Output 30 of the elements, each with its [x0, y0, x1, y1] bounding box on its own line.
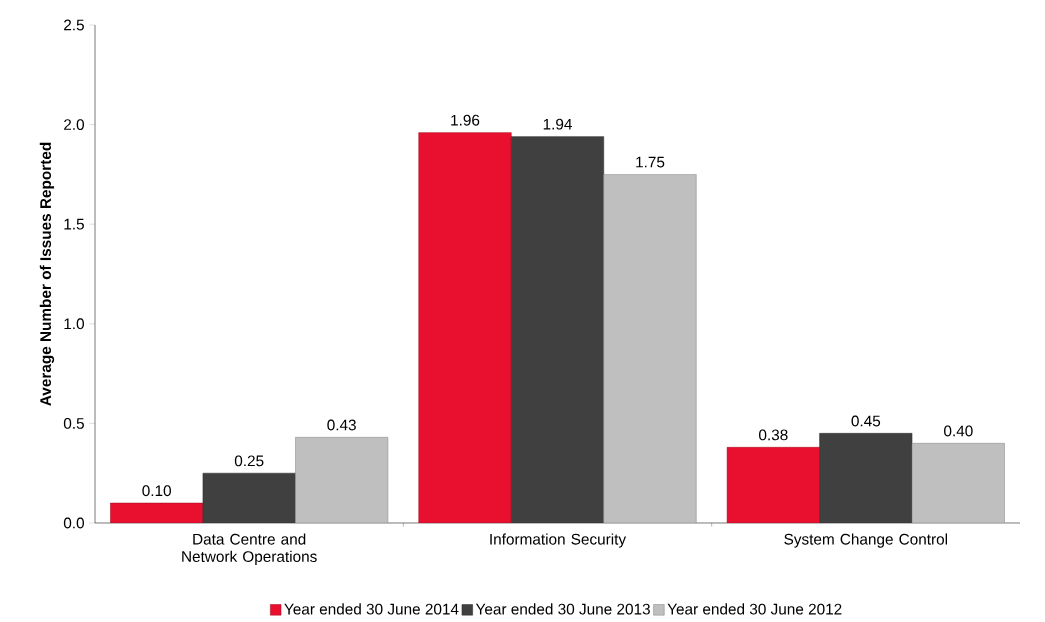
- data-label: 0.10: [142, 485, 171, 497]
- text: 2.0: [64, 119, 84, 131]
- data-label: 0.45: [851, 415, 881, 427]
- bar: [202, 473, 296, 524]
- bar: [295, 437, 389, 524]
- bar: [726, 447, 820, 524]
- bar: [418, 132, 512, 524]
- data-label: 0.40: [944, 425, 973, 437]
- legend-label: Year ended 30 June 2013: [475, 603, 650, 615]
- text: 1.0: [64, 318, 84, 330]
- legend-label: Year ended 30 June 2014: [284, 603, 459, 615]
- y-axis-title: Average Number of Issues Reported: [39, 142, 55, 406]
- data-label: 1.96: [451, 114, 480, 126]
- bar: [911, 443, 1005, 524]
- text: 0.5: [63, 418, 84, 429]
- data-label: 0.43: [327, 419, 356, 431]
- data-label: 0.38: [759, 429, 788, 441]
- data-label: 1.75: [636, 156, 665, 168]
- text: 2.5: [64, 19, 84, 31]
- legend-label: Year ended 30 June 2012: [667, 603, 842, 615]
- bar: [819, 433, 913, 524]
- data-label: 0.25: [234, 455, 264, 467]
- text: 0.0: [63, 517, 84, 529]
- data-label: 1.94: [543, 118, 572, 130]
- bar: [510, 136, 605, 524]
- bar: [603, 174, 697, 524]
- x-tick-label: System Change Control: [784, 533, 948, 548]
- x-tick-label: Data Centre and Network Operations: [182, 533, 317, 566]
- x-tick-label: Information Security: [490, 533, 627, 548]
- text: 1.5: [64, 218, 84, 230]
